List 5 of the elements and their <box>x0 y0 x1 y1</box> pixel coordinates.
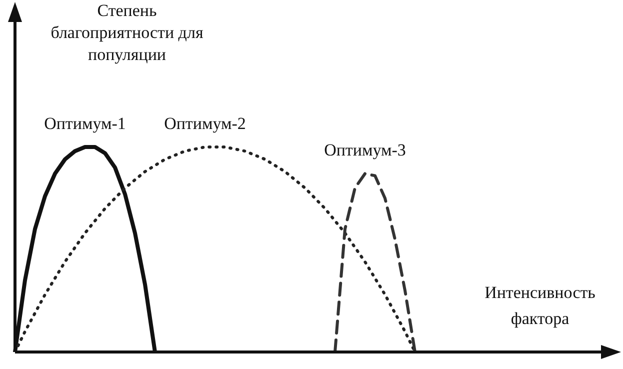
series-label: Оптимум-1 <box>44 114 126 133</box>
series-label: Оптимум-2 <box>164 114 246 133</box>
series-label: Оптимум-3 <box>324 140 406 160</box>
y-axis-title: Степень благоприятности для популяции <box>50 0 204 66</box>
x-axis-title: Интенсивность фактора <box>484 282 596 330</box>
